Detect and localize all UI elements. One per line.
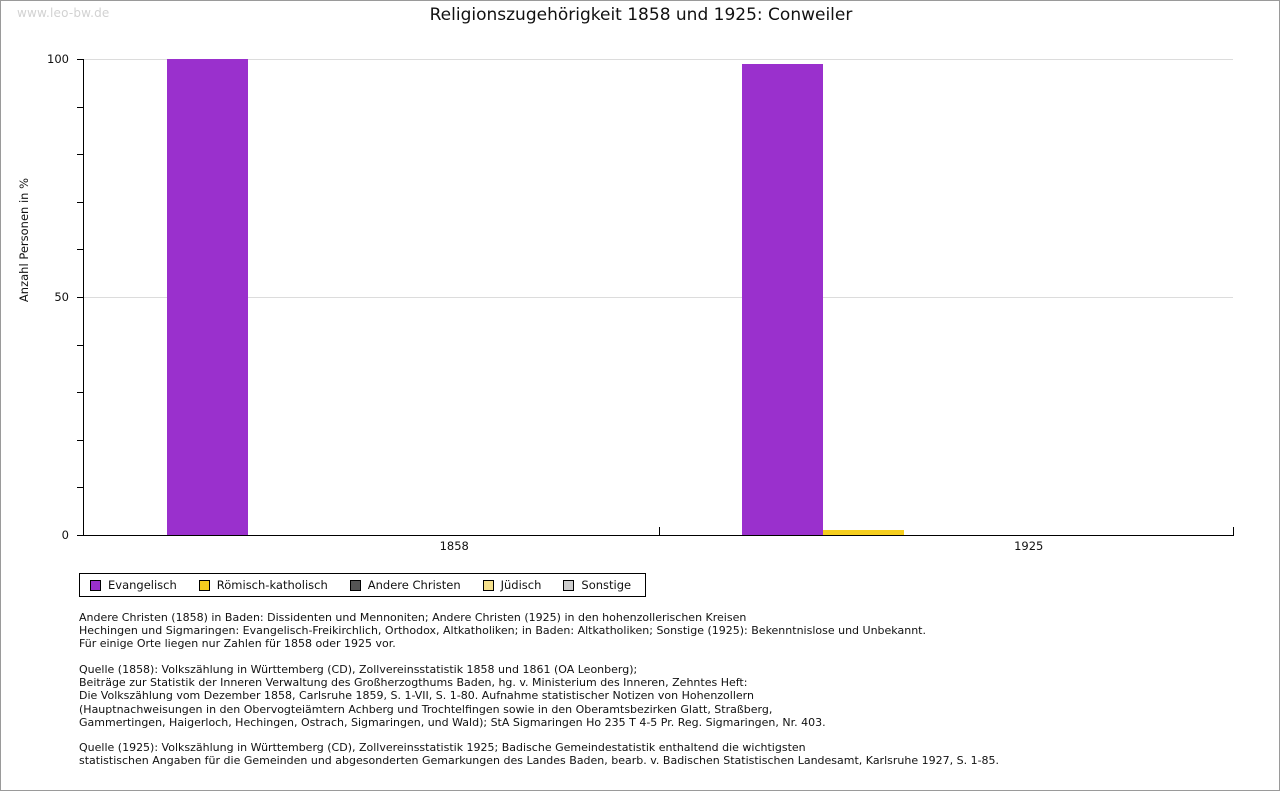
y-axis-tick-major — [77, 297, 84, 298]
watermark-label: www.leo-bw.de — [17, 6, 110, 20]
y-axis-tick-label: 50 — [54, 290, 69, 304]
note-source-1858-line: Gammertingen, Haigerloch, Hechingen, Ost… — [79, 715, 826, 729]
legend-item[interactable]: Andere Christen — [349, 578, 461, 592]
note-source-1858-line: Die Volkszählung vom Dezember 1858, Carl… — [79, 689, 754, 703]
x-axis-right-cap — [1233, 527, 1234, 536]
x-axis-tick — [659, 527, 660, 536]
legend: Evangelisch Römisch-katholisch Andere Chri… — [79, 573, 647, 597]
note-definition-line: Hechingen und Sigmaringen: Evangelisch-F… — [79, 624, 926, 638]
notes-source-1858: Quelle (1858): Volkszählung in Württembe… — [79, 663, 826, 729]
note-definition-line: Andere Christen (1858) in Baden: Disside… — [79, 611, 747, 624]
legend-item-label: Andere Christen — [367, 578, 461, 592]
bar-r-misch-katholisch-1925 — [822, 529, 904, 535]
bar-evangelisch-1858 — [167, 59, 248, 535]
plot-area — [84, 59, 1233, 535]
note-source-1925-line: Quelle (1925): Volkszählung in Württembe… — [79, 741, 806, 754]
gridline — [84, 297, 1233, 298]
y-axis-tick-minor — [77, 487, 84, 489]
legend-swatch-icon — [198, 579, 210, 591]
x-axis-category-label: 1925 — [1014, 539, 1044, 553]
x-axis-line — [83, 535, 1234, 536]
legend-item[interactable]: Jüdisch — [482, 578, 542, 592]
page-title: Religionszugehörigkeit 1858 und 1925: Co… — [429, 5, 853, 25]
legend-item[interactable]: Evangelisch — [90, 578, 177, 592]
note-source-1858-line: Beiträge zur Statistik der Inneren Verwa… — [79, 676, 748, 690]
y-axis-tick-label: 100 — [47, 52, 69, 66]
legend-item[interactable]: Sonstige — [563, 578, 631, 592]
notes-definitions: Andere Christen (1858) in Baden: Disside… — [79, 611, 926, 651]
y-axis-tick-minor — [77, 344, 84, 346]
y-axis-tick-minor — [77, 201, 84, 203]
legend-item-label: Sonstige — [581, 578, 632, 592]
legend-swatch-icon — [349, 579, 361, 591]
note-definition-line: Für einige Orte liegen nur Zahlen für 18… — [79, 637, 396, 651]
note-source-1858-line: (Hauptnachweisungen in den Obervogteiämt… — [79, 702, 773, 716]
y-axis-tick-minor — [77, 392, 84, 394]
y-axis-tick-minor — [77, 439, 84, 441]
y-axis-tick-minor — [77, 154, 84, 156]
legend-swatch-icon — [563, 579, 575, 591]
legend-item-label: Jüdisch — [500, 578, 542, 592]
y-axis-tick-minor — [77, 249, 84, 251]
note-source-1858-line: Quelle (1858): Volkszählung in Württembe… — [79, 663, 638, 676]
y-axis-tick-major — [77, 535, 84, 536]
y-axis-tick-label: 0 — [61, 528, 69, 542]
notes-source-1925: Quelle (1925): Volkszählung in Württembe… — [79, 741, 999, 767]
y-axis-tick-minor — [77, 106, 84, 108]
legend-item[interactable]: Römisch-katholisch — [198, 578, 328, 592]
legend-swatch-icon — [482, 579, 494, 591]
bar-evangelisch-1925 — [741, 64, 823, 535]
y-axis-tick-major — [77, 59, 84, 60]
legend-item-label: Evangelisch — [108, 578, 177, 592]
note-source-1925-line: statistischen Angaben für die Gemeinden … — [79, 754, 1000, 768]
gridline — [84, 59, 1233, 60]
legend-swatch-icon — [90, 579, 101, 591]
legend-item-label: Römisch-katholisch — [216, 578, 328, 592]
x-axis-category-label: 1858 — [439, 539, 469, 553]
